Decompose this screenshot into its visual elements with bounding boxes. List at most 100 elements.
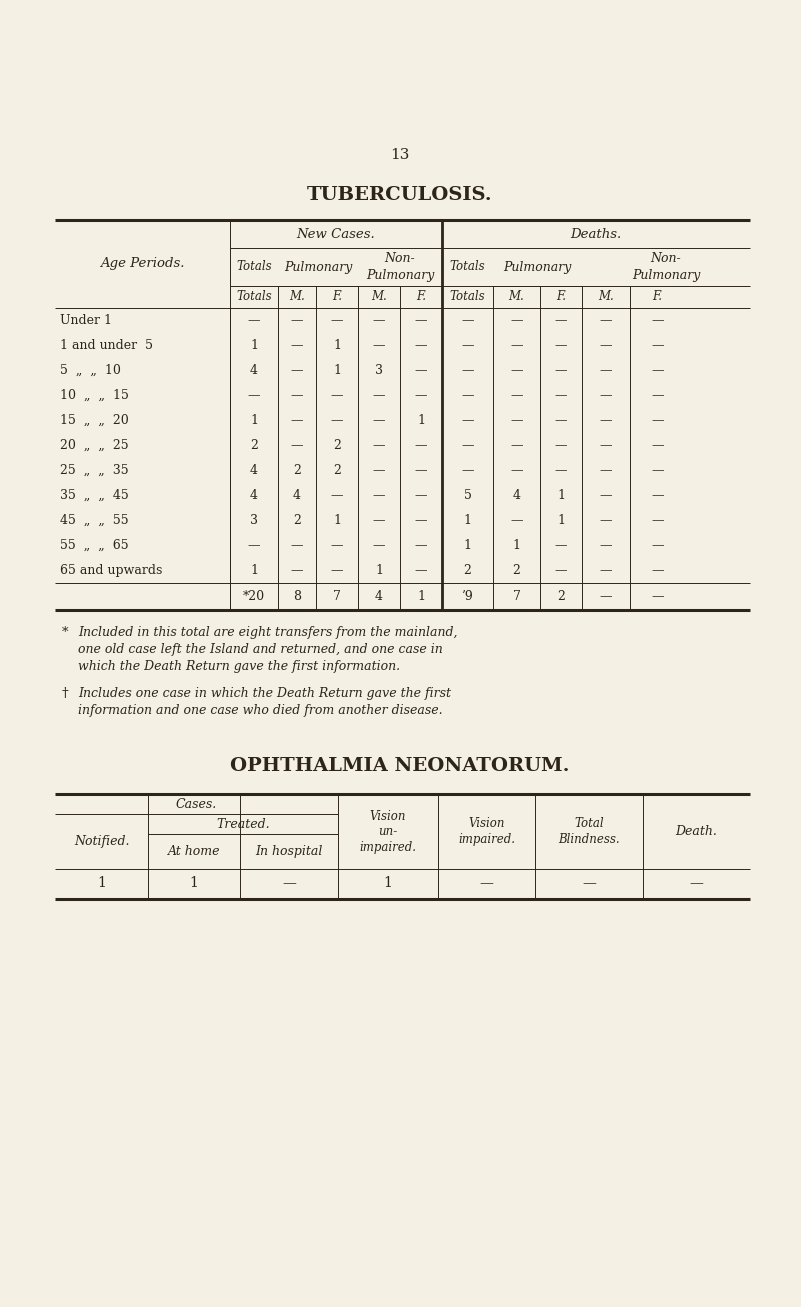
Text: 4: 4 bbox=[513, 489, 521, 502]
Text: F.: F. bbox=[332, 290, 342, 303]
Text: —: — bbox=[372, 514, 385, 527]
Text: —: — bbox=[461, 439, 473, 452]
Text: Vision
impaired.: Vision impaired. bbox=[458, 817, 515, 846]
Text: —: — bbox=[415, 339, 427, 352]
Text: —: — bbox=[282, 876, 296, 890]
Text: —: — bbox=[372, 389, 385, 403]
Text: 7: 7 bbox=[333, 589, 341, 603]
Text: —: — bbox=[480, 876, 493, 890]
Text: Notified.: Notified. bbox=[74, 835, 129, 848]
Text: —: — bbox=[651, 339, 664, 352]
Text: ’9: ’9 bbox=[461, 589, 473, 603]
Text: —: — bbox=[555, 414, 567, 427]
Text: —: — bbox=[291, 389, 304, 403]
Text: 1: 1 bbox=[557, 514, 565, 527]
Text: —: — bbox=[651, 389, 664, 403]
Text: Non-
Pulmonary: Non- Pulmonary bbox=[632, 252, 700, 281]
Text: —: — bbox=[600, 514, 612, 527]
Text: *: * bbox=[62, 626, 69, 639]
Text: —: — bbox=[248, 538, 260, 552]
Text: —: — bbox=[600, 538, 612, 552]
Text: Non-
Pulmonary: Non- Pulmonary bbox=[366, 252, 434, 281]
Text: 4: 4 bbox=[293, 489, 301, 502]
Text: —: — bbox=[651, 365, 664, 376]
Text: —: — bbox=[555, 389, 567, 403]
Text: F.: F. bbox=[653, 290, 662, 303]
Text: TUBERCULOSIS.: TUBERCULOSIS. bbox=[308, 186, 493, 204]
Text: —: — bbox=[651, 414, 664, 427]
Text: 1: 1 bbox=[97, 876, 106, 890]
Text: New Cases.: New Cases. bbox=[296, 227, 376, 240]
Text: —: — bbox=[291, 439, 304, 452]
Text: 2: 2 bbox=[464, 565, 472, 576]
Text: —: — bbox=[600, 339, 612, 352]
Text: 1: 1 bbox=[464, 514, 472, 527]
Text: 1: 1 bbox=[384, 876, 392, 890]
Text: Totals: Totals bbox=[449, 290, 485, 303]
Text: —: — bbox=[372, 538, 385, 552]
Text: 1: 1 bbox=[513, 538, 521, 552]
Text: Deaths.: Deaths. bbox=[570, 227, 622, 240]
Text: —: — bbox=[461, 414, 473, 427]
Text: —: — bbox=[415, 439, 427, 452]
Text: —: — bbox=[291, 414, 304, 427]
Text: 25  „  „  35: 25 „ „ 35 bbox=[60, 464, 129, 477]
Text: 4: 4 bbox=[250, 489, 258, 502]
Text: Totals: Totals bbox=[236, 290, 272, 303]
Text: —: — bbox=[415, 538, 427, 552]
Text: 1: 1 bbox=[250, 565, 258, 576]
Text: —: — bbox=[372, 439, 385, 452]
Text: 13: 13 bbox=[390, 148, 409, 162]
Text: Treated.: Treated. bbox=[216, 817, 270, 830]
Text: —: — bbox=[651, 565, 664, 576]
Text: 35  „  „  45: 35 „ „ 45 bbox=[60, 489, 129, 502]
Text: 5: 5 bbox=[464, 489, 472, 502]
Text: —: — bbox=[651, 514, 664, 527]
Text: —: — bbox=[651, 464, 664, 477]
Text: —: — bbox=[510, 339, 523, 352]
Text: —: — bbox=[651, 489, 664, 502]
Text: 1: 1 bbox=[250, 414, 258, 427]
Text: —: — bbox=[291, 538, 304, 552]
Text: 4: 4 bbox=[250, 464, 258, 477]
Text: —: — bbox=[510, 414, 523, 427]
Text: —: — bbox=[600, 389, 612, 403]
Text: M.: M. bbox=[371, 290, 387, 303]
Text: which the Death Return gave the first information.: which the Death Return gave the first in… bbox=[78, 660, 400, 673]
Text: —: — bbox=[372, 489, 385, 502]
Text: 8: 8 bbox=[293, 589, 301, 603]
Text: —: — bbox=[331, 389, 344, 403]
Text: M.: M. bbox=[598, 290, 614, 303]
Text: —: — bbox=[415, 365, 427, 376]
Text: 2: 2 bbox=[250, 439, 258, 452]
Text: —: — bbox=[372, 339, 385, 352]
Text: 2: 2 bbox=[293, 514, 301, 527]
Text: Included in this total are eight transfers from the mainland,: Included in this total are eight transfe… bbox=[78, 626, 457, 639]
Text: —: — bbox=[461, 339, 473, 352]
Text: 2: 2 bbox=[293, 464, 301, 477]
Text: —: — bbox=[510, 365, 523, 376]
Text: —: — bbox=[510, 464, 523, 477]
Text: —: — bbox=[372, 314, 385, 327]
Text: —: — bbox=[651, 314, 664, 327]
Text: F.: F. bbox=[416, 290, 426, 303]
Text: 1: 1 bbox=[417, 589, 425, 603]
Text: —: — bbox=[248, 389, 260, 403]
Text: —: — bbox=[600, 565, 612, 576]
Text: 7: 7 bbox=[513, 589, 521, 603]
Text: —: — bbox=[331, 314, 344, 327]
Text: Totals: Totals bbox=[449, 260, 485, 273]
Text: 1: 1 bbox=[250, 339, 258, 352]
Text: 20  „  „  25: 20 „ „ 25 bbox=[60, 439, 129, 452]
Text: 4: 4 bbox=[375, 589, 383, 603]
Text: 3: 3 bbox=[375, 365, 383, 376]
Text: 2: 2 bbox=[333, 464, 341, 477]
Text: —: — bbox=[461, 464, 473, 477]
Text: —: — bbox=[291, 339, 304, 352]
Text: 5  „  „  10: 5 „ „ 10 bbox=[60, 365, 121, 376]
Text: —: — bbox=[415, 314, 427, 327]
Text: —: — bbox=[510, 514, 523, 527]
Text: —: — bbox=[461, 365, 473, 376]
Text: —: — bbox=[248, 314, 260, 327]
Text: —: — bbox=[510, 314, 523, 327]
